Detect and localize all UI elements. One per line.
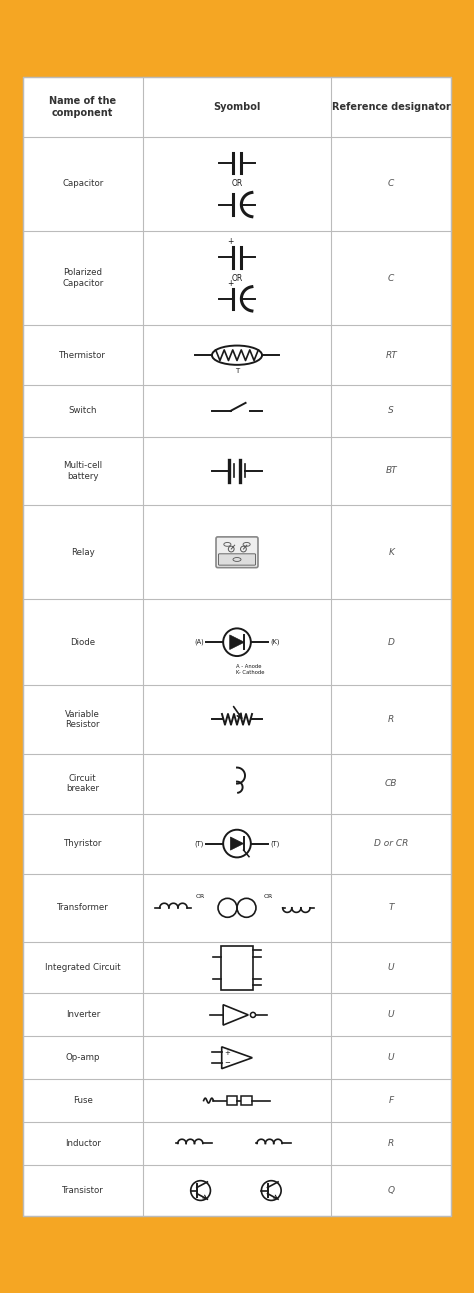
Text: −: − bbox=[224, 1060, 230, 1067]
Text: U: U bbox=[388, 963, 394, 972]
Text: (A): (A) bbox=[194, 639, 204, 645]
Text: Inductor: Inductor bbox=[65, 1139, 100, 1148]
Text: Capacitor: Capacitor bbox=[62, 180, 103, 189]
Text: D: D bbox=[388, 637, 395, 646]
FancyBboxPatch shape bbox=[216, 537, 258, 568]
Text: D or CR: D or CR bbox=[374, 839, 409, 848]
Text: U: U bbox=[388, 1010, 394, 1019]
Text: Op-amp: Op-amp bbox=[65, 1054, 100, 1063]
Text: RT: RT bbox=[385, 350, 397, 359]
Text: Integrated Circuit: Integrated Circuit bbox=[45, 963, 120, 972]
Text: C: C bbox=[388, 180, 394, 189]
Text: Circuit
breaker: Circuit breaker bbox=[66, 775, 99, 794]
Text: Multi-cell
battery: Multi-cell battery bbox=[63, 462, 102, 481]
Text: Diode: Diode bbox=[70, 637, 95, 646]
Bar bbox=[220, 946, 254, 989]
Text: (T): (T) bbox=[194, 840, 204, 847]
Text: Transformer: Transformer bbox=[57, 904, 109, 913]
Text: Syombol: Syombol bbox=[213, 102, 261, 111]
Text: Switch: Switch bbox=[69, 406, 97, 415]
Text: +: + bbox=[227, 238, 233, 246]
Text: Relay: Relay bbox=[71, 548, 95, 557]
Text: U: U bbox=[388, 1054, 394, 1063]
Text: T: T bbox=[235, 367, 239, 374]
Text: (K): (K) bbox=[270, 639, 280, 645]
Text: K: K bbox=[388, 548, 394, 557]
Text: A - Anode
K- Cathode: A - Anode K- Cathode bbox=[236, 663, 264, 675]
Text: CB: CB bbox=[385, 780, 397, 787]
Text: Fuse: Fuse bbox=[73, 1096, 93, 1106]
Text: (T): (T) bbox=[270, 840, 280, 847]
Text: S: S bbox=[388, 406, 394, 415]
Text: Q: Q bbox=[388, 1186, 395, 1195]
Text: T: T bbox=[389, 904, 394, 913]
Text: Thermistor: Thermistor bbox=[59, 350, 106, 359]
Text: R: R bbox=[388, 1139, 394, 1148]
Text: Transistor: Transistor bbox=[62, 1186, 104, 1195]
Text: Reference designator: Reference designator bbox=[332, 102, 451, 111]
Text: OR: OR bbox=[231, 274, 243, 283]
Text: Name of the
component: Name of the component bbox=[49, 96, 116, 118]
Polygon shape bbox=[230, 837, 244, 850]
Text: OR: OR bbox=[231, 180, 243, 189]
Text: +: + bbox=[224, 1050, 230, 1056]
Text: Inverter: Inverter bbox=[66, 1010, 100, 1019]
Text: C: C bbox=[388, 274, 394, 283]
FancyBboxPatch shape bbox=[219, 553, 255, 565]
Text: Thyristor: Thyristor bbox=[64, 839, 102, 848]
Text: Polarized
Capacitor: Polarized Capacitor bbox=[62, 269, 103, 288]
Text: R: R bbox=[388, 715, 394, 724]
Text: +: + bbox=[227, 279, 233, 288]
Text: F: F bbox=[389, 1096, 394, 1106]
Text: OR: OR bbox=[195, 893, 205, 899]
Bar bbox=[241, 1096, 252, 1106]
Bar bbox=[227, 1096, 237, 1106]
Text: OR: OR bbox=[264, 893, 273, 899]
Text: BT: BT bbox=[385, 467, 397, 476]
Text: Variable
Resistor: Variable Resistor bbox=[65, 710, 100, 729]
Polygon shape bbox=[230, 635, 244, 649]
